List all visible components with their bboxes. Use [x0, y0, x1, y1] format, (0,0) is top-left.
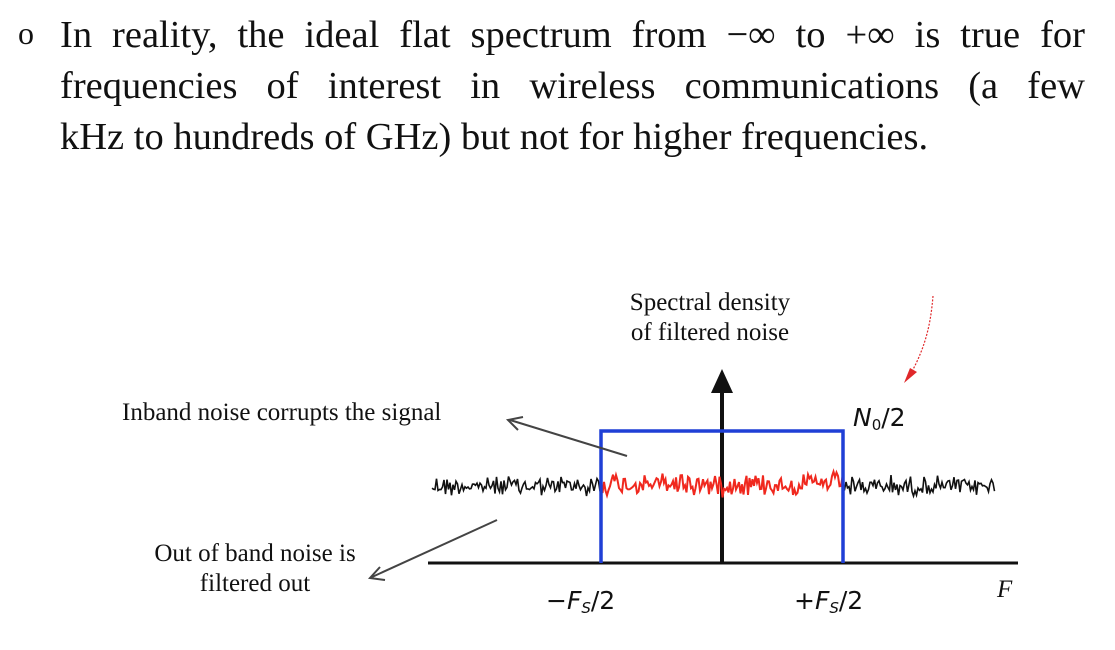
outband-label-line2: filtered out	[199, 570, 311, 597]
inband-noise	[600, 468, 844, 499]
noise-level-label: N0/2	[853, 403, 906, 434]
level-divisor: /2	[881, 403, 906, 432]
level-subscript: 0	[871, 416, 882, 434]
spectral-density-label: Spectral density of filtered noise	[600, 288, 820, 348]
bullet-line-2: frequencies of interest in wireless comm…	[60, 65, 1085, 107]
bullet-line-1: In reality, the ideal flat spectrum from…	[60, 14, 1085, 56]
pointer-annotation	[909, 295, 934, 376]
bullet-marker: o	[18, 15, 34, 51]
spectral-density-line1: Spectral density	[629, 289, 791, 316]
outband-arrowhead	[367, 566, 386, 581]
inband-arrow	[509, 419, 628, 457]
neg-fs-subscript: S	[581, 599, 591, 617]
neg-fs-label: −FS/2	[546, 586, 615, 617]
spectral-density-line2: of filtered noise	[630, 319, 790, 346]
neg-sign: −	[546, 586, 567, 615]
pointer-annotation-head	[904, 368, 917, 383]
level-symbol: N	[853, 403, 872, 432]
neg-fs-symbol: F	[566, 586, 582, 615]
outband-label-line1: Out of band noise is	[154, 540, 356, 567]
inband-arrowhead	[505, 416, 524, 431]
pos-sign: +	[794, 586, 815, 615]
outband-noise-label: Out of band noise is filtered out	[120, 539, 390, 599]
bullet-text: In reality, the ideal flat spectrum from…	[60, 10, 1085, 163]
density-axis-arrowhead	[711, 369, 733, 393]
neg-fs-divisor: /2	[590, 586, 616, 615]
pos-fs-subscript: S	[829, 599, 839, 617]
passband-filter	[599, 429, 845, 563]
pos-fs-symbol: F	[814, 586, 830, 615]
outband-arrow	[371, 519, 498, 578]
pos-fs-label: +FS/2	[794, 586, 863, 617]
inband-noise-label: Inband noise corrupts the signal	[122, 399, 442, 426]
outband-noise-left	[431, 476, 601, 497]
pos-fs-divisor: /2	[838, 586, 864, 615]
outband-noise-right	[842, 475, 996, 499]
frequency-axis-label: F	[997, 576, 1013, 603]
bullet-line-3: kHz to hundreds of GHz) but not for high…	[60, 116, 929, 158]
